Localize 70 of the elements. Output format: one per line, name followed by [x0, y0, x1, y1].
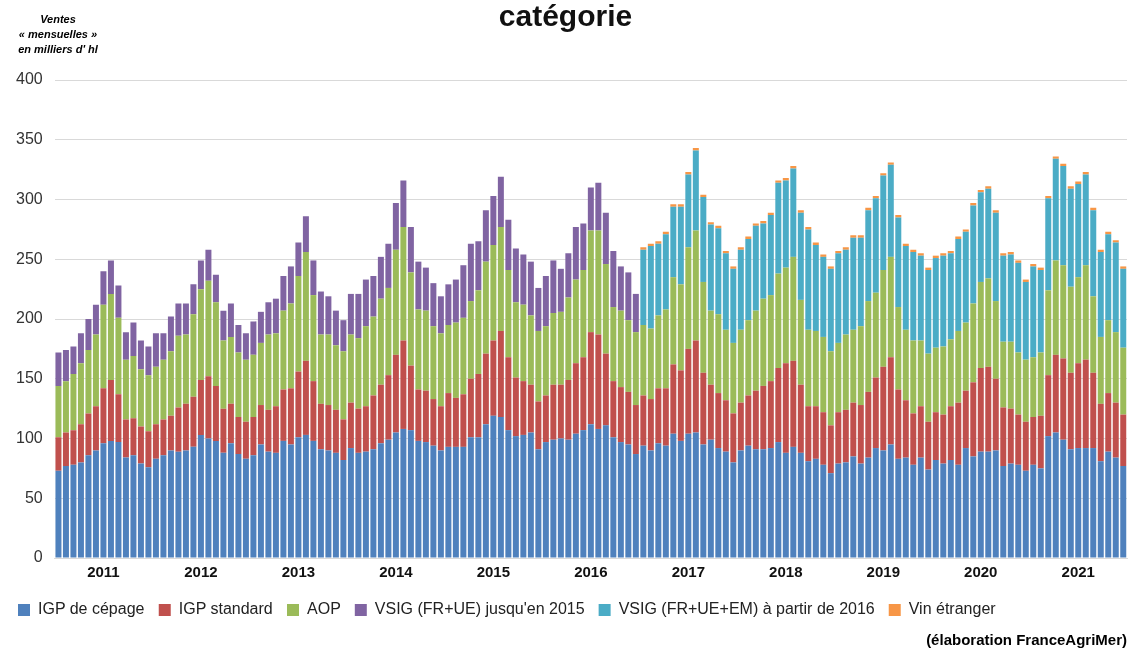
bar: [850, 235, 857, 238]
x-tick-label: 2013: [281, 563, 316, 581]
bar: [887, 162, 894, 165]
bar: [985, 186, 992, 189]
y-tick-label: 400: [15, 70, 43, 88]
y-tick-label: 150: [15, 369, 43, 387]
bar: [1015, 260, 1022, 263]
y-tick-label: 50: [24, 488, 43, 506]
legend-label: IGP de cépage: [38, 600, 145, 618]
y-tick-label: 0: [33, 548, 43, 566]
text: (élaboration FranceAgriMer): [926, 630, 1127, 648]
bar: [55, 385, 62, 438]
y-tick-label: 350: [15, 130, 43, 148]
bar: [1067, 186, 1074, 189]
x-tick-label: 2018: [769, 563, 803, 581]
bar: [820, 254, 827, 257]
bar: [730, 266, 737, 269]
bar: [1052, 156, 1059, 159]
bar: [1000, 253, 1007, 256]
bar: [677, 204, 684, 207]
bar: [707, 222, 714, 225]
x-tick-label: 2014: [379, 563, 414, 581]
bar: [692, 148, 699, 151]
x-tick-label: 2020: [964, 563, 998, 581]
bar: [1112, 240, 1119, 243]
bar: [857, 235, 864, 238]
x-tick-label: 2012: [184, 563, 218, 581]
x-tick-label: 2019: [866, 563, 900, 581]
bar: [842, 247, 849, 250]
x-tick-label: 2016: [574, 563, 608, 581]
bar: [775, 180, 782, 183]
legend-label: VSIG (FR+UE) jusqu'en 2015: [374, 600, 585, 618]
bar: [917, 253, 924, 256]
bar: [940, 253, 947, 256]
bar: [655, 241, 662, 244]
legend-label: Vin étranger: [908, 600, 997, 618]
bar: [640, 247, 647, 250]
legend-label: VSIG (FR+UE+EM) à partir de 2016: [618, 600, 875, 618]
bar: [55, 352, 62, 386]
y-tick-label: 250: [15, 249, 43, 267]
bar: [827, 266, 834, 269]
bar: [752, 223, 759, 226]
bar: [797, 210, 804, 213]
bar: [1120, 266, 1127, 269]
bar: [302, 216, 309, 253]
bar: [880, 173, 887, 176]
bar: [212, 274, 219, 303]
bar: [220, 310, 227, 341]
bar: [992, 210, 999, 213]
bar: [310, 260, 317, 296]
bar: [100, 271, 107, 305]
bar: [962, 229, 969, 232]
bar: [55, 470, 62, 558]
legend-label: IGP standard: [178, 600, 273, 618]
x-tick-label: 2015: [476, 563, 511, 581]
y-tick-label: 300: [15, 189, 43, 207]
chart-title: catégorie: [498, 0, 633, 33]
y-tick-label: 200: [15, 309, 43, 327]
x-tick-label: 2021: [1061, 563, 1095, 581]
bar: [92, 304, 99, 335]
x-tick-label: 2017: [671, 563, 706, 581]
bar: [55, 437, 62, 471]
y-tick-label: 100: [15, 428, 43, 446]
bar: [632, 293, 639, 333]
bar: [670, 204, 677, 207]
y-axis-title: Ventes « mensuelles » en milliers d' hl: [18, 13, 99, 56]
bar: [640, 249, 647, 325]
x-tick-label: 2011: [87, 563, 120, 581]
legend-label: AOP: [307, 600, 341, 618]
bar: [737, 247, 744, 250]
